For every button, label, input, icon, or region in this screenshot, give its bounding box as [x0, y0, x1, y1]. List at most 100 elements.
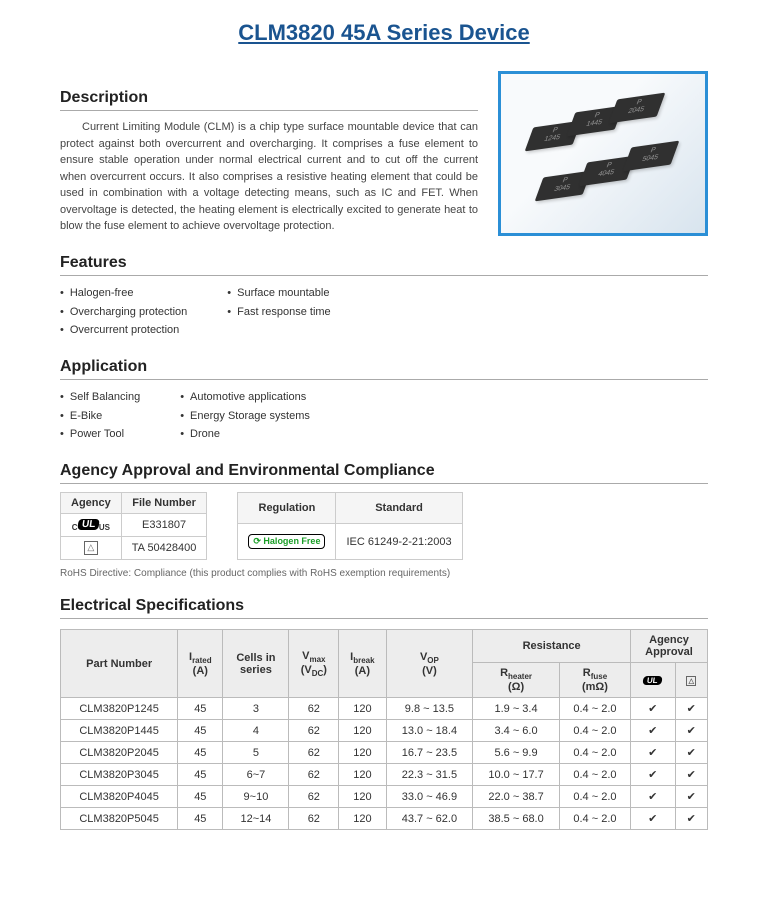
table-cell: 38.5 ~ 68.0 [473, 808, 560, 830]
table-cell: 0.4 ~ 2.0 [559, 720, 630, 742]
table-cell: ✔ [631, 720, 676, 742]
table-cell: ✔ [631, 786, 676, 808]
spec-h-part: Part Number [61, 630, 178, 698]
table-cell: CLM3820P2045 [61, 742, 178, 764]
table-cell: 45 [178, 786, 223, 808]
feature-item: Overcharging protection [60, 303, 187, 322]
table-row: CLM3820P4045459~106212033.0 ~ 46.922.0 ~… [61, 786, 708, 808]
table-cell: ✔ [675, 808, 707, 830]
table-cell: 62 [289, 786, 339, 808]
table-cell: 0.4 ~ 2.0 [559, 742, 630, 764]
table-cell: 120 [339, 764, 386, 786]
application-item: Automotive applications [180, 388, 310, 407]
ul-icon: UL [77, 519, 100, 530]
table-cell: 62 [289, 742, 339, 764]
description-text: Current Limiting Module (CLM) is a chip … [60, 119, 478, 235]
table-cell: 45 [178, 742, 223, 764]
table-cell: 120 [339, 808, 386, 830]
table-cell: CLM3820P5045 [61, 808, 178, 830]
application-item: Drone [180, 425, 310, 444]
feature-item: Halogen-free [60, 284, 187, 303]
table-cell: 43.7 ~ 62.0 [386, 808, 473, 830]
table-cell: 4 [223, 720, 289, 742]
application-item: Energy Storage systems [180, 407, 310, 426]
table-cell: 62 [289, 764, 339, 786]
table-cell: ✔ [631, 764, 676, 786]
table-cell: 12~14 [223, 808, 289, 830]
description-heading: Description [60, 89, 478, 111]
table-cell: ✔ [631, 742, 676, 764]
table-cell: 0.4 ~ 2.0 [559, 698, 630, 720]
agency-table-1: Agency File Number CULUS E331807 △ TA 50… [60, 492, 207, 560]
spec-h-rheater: Rheater(Ω) [473, 663, 560, 698]
top-row: Description Current Limiting Module (CLM… [60, 71, 708, 236]
table-cell: ✔ [631, 698, 676, 720]
table-row: CLM3820P20454556212016.7 ~ 23.55.6 ~ 9.9… [61, 742, 708, 764]
ul-logo-cell: CULUS [61, 514, 122, 537]
table-cell: 62 [289, 698, 339, 720]
application-list: Self BalancingE-BikePower Tool Automotiv… [60, 388, 708, 444]
table-cell: 3.4 ~ 6.0 [473, 720, 560, 742]
agency-file-1: E331807 [121, 514, 207, 537]
table-cell: 0.4 ~ 2.0 [559, 808, 630, 830]
table-row: CLM3820P3045456~76212022.3 ~ 31.510.0 ~ … [61, 764, 708, 786]
spec-h-ibreak: Ibreak(A) [339, 630, 386, 698]
agency-file-2: TA 50428400 [121, 537, 207, 560]
table-cell: 1.9 ~ 3.4 [473, 698, 560, 720]
feature-item: Fast response time [227, 303, 330, 322]
table-cell: ✔ [675, 720, 707, 742]
agency-tables: Agency File Number CULUS E331807 △ TA 50… [60, 492, 708, 560]
spec-h-cells: Cells inseries [223, 630, 289, 698]
tri-logo-cell: △ [61, 537, 122, 560]
table-cell: 45 [178, 764, 223, 786]
table-cell: ✔ [675, 764, 707, 786]
table-cell: ✔ [675, 742, 707, 764]
spec-h-tri-icon: △ [675, 663, 707, 698]
table-cell: 5 [223, 742, 289, 764]
table-cell: 9~10 [223, 786, 289, 808]
table-cell: 120 [339, 720, 386, 742]
table-cell: 16.7 ~ 23.5 [386, 742, 473, 764]
spec-h-resistance: Resistance [473, 630, 631, 663]
product-image: P1245P1445P2045P3045P4045P5045 [498, 71, 708, 236]
application-item: E-Bike [60, 407, 140, 426]
regulation-col-header: Regulation [238, 493, 336, 524]
table-cell: CLM3820P4045 [61, 786, 178, 808]
agency-col-header: Agency [61, 493, 122, 514]
spec-h-vmax: Vmax(VDC) [289, 630, 339, 698]
table-cell: 9.8 ~ 13.5 [386, 698, 473, 720]
chip-piece: P2045 [609, 93, 666, 124]
agency-table-2: Regulation Standard ⟳ Halogen Free IEC 6… [237, 492, 462, 560]
table-cell: 5.6 ~ 9.9 [473, 742, 560, 764]
halogen-free-icon: ⟳ Halogen Free [248, 534, 325, 549]
table-cell: ✔ [631, 808, 676, 830]
table-cell: 0.4 ~ 2.0 [559, 764, 630, 786]
feature-item: Overcurrent protection [60, 321, 187, 340]
spec-h-irated: Irated(A) [178, 630, 223, 698]
standard-1: IEC 61249-2-21:2003 [336, 524, 462, 560]
chip-piece: P5045 [623, 141, 680, 172]
rohs-note: RoHS Directive: Compliance (this product… [60, 568, 708, 579]
feature-item: Surface mountable [227, 284, 330, 303]
table-cell: 33.0 ~ 46.9 [386, 786, 473, 808]
features-heading: Features [60, 254, 708, 276]
table-row: CLM3820P1245453621209.8 ~ 13.51.9 ~ 3.40… [61, 698, 708, 720]
table-cell: ✔ [675, 786, 707, 808]
page-title: CLM3820 45A Series Device [60, 20, 708, 46]
table-cell: 45 [178, 808, 223, 830]
standard-col-header: Standard [336, 493, 462, 524]
spec-h-ul-icon: UL [631, 663, 676, 698]
table-cell: 120 [339, 742, 386, 764]
table-cell: 45 [178, 720, 223, 742]
hf-logo-cell: ⟳ Halogen Free [238, 524, 336, 560]
ul-sub-c: C [72, 523, 78, 532]
table-cell: 45 [178, 698, 223, 720]
table-cell: 62 [289, 720, 339, 742]
table-cell: 10.0 ~ 17.7 [473, 764, 560, 786]
table-row: CLM3820P50454512~146212043.7 ~ 62.038.5 … [61, 808, 708, 830]
table-cell: CLM3820P1445 [61, 720, 178, 742]
table-row: CLM3820P14454546212013.0 ~ 18.43.4 ~ 6.0… [61, 720, 708, 742]
application-heading: Application [60, 358, 708, 380]
spec-h-approval: AgencyApproval [631, 630, 708, 663]
spec-h-vop: VOP(V) [386, 630, 473, 698]
